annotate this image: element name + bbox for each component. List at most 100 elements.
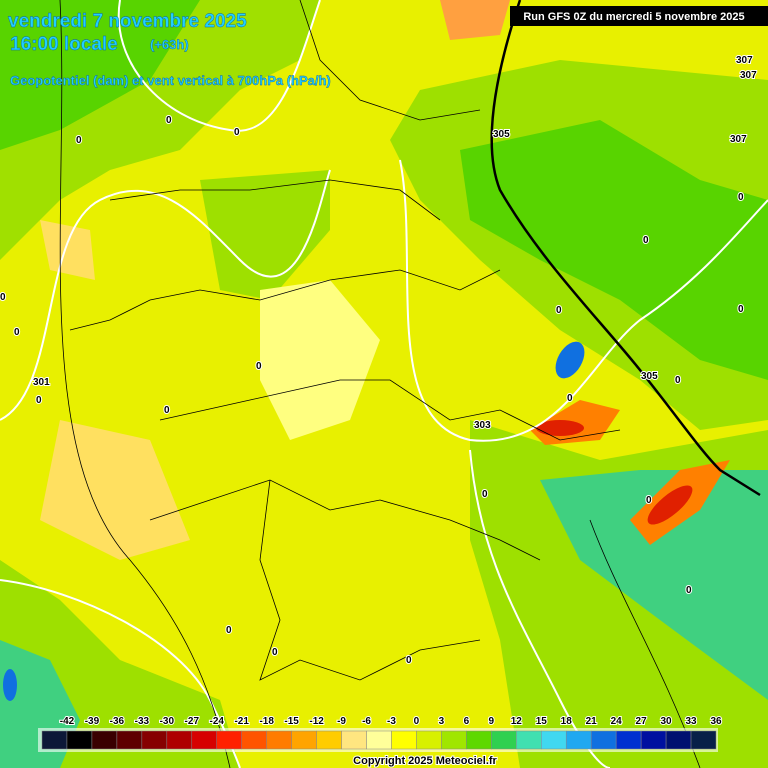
- border-line: [159, 379, 621, 441]
- contour-label: 0: [406, 655, 412, 666]
- contour-label: 301: [33, 377, 50, 388]
- contour-label: 0: [272, 647, 278, 658]
- legend-label: -6: [362, 716, 371, 727]
- field-area: [540, 470, 768, 700]
- run-info: Run GFS 0Z du mercredi 5 novembre 2025: [523, 11, 744, 23]
- contour-label: 0: [226, 625, 232, 636]
- legend-label: -42: [60, 716, 75, 727]
- contour-label: 0: [738, 192, 744, 203]
- contour-label: 0: [36, 395, 42, 406]
- legend-label: 33: [685, 716, 697, 727]
- legend-label: 24: [611, 716, 623, 727]
- legend-swatch: [241, 730, 267, 750]
- contour-line: [0, 169, 331, 421]
- borders: [59, 0, 701, 768]
- legend-swatch: [216, 730, 242, 750]
- legend-label: 9: [489, 716, 495, 727]
- legend-swatch: [416, 730, 442, 750]
- legend-label: -12: [309, 716, 324, 727]
- run-box: [510, 6, 768, 26]
- contour-label: 0: [14, 327, 20, 338]
- legend-swatch: [116, 730, 143, 750]
- contour-label: 0: [675, 375, 681, 386]
- legend-swatch: [690, 730, 717, 750]
- legend-label: -9: [337, 716, 346, 727]
- border-line: [109, 179, 441, 221]
- legend-swatch: [541, 730, 567, 750]
- legend-label: 12: [511, 716, 523, 727]
- legend-swatch: [441, 730, 467, 750]
- field-area: [440, 0, 510, 40]
- border-line: [59, 0, 231, 768]
- legend-swatch: [316, 730, 342, 750]
- contour-label: 307: [740, 70, 757, 81]
- legend-label: 30: [661, 716, 673, 727]
- contour-label: 305: [493, 129, 510, 140]
- legend-label: -18: [259, 716, 274, 727]
- contour-label: 0: [164, 405, 170, 416]
- contour-label: 0: [166, 115, 172, 126]
- legend-swatch: [590, 730, 617, 750]
- legend-label: 21: [586, 716, 598, 727]
- legend-swatch: [366, 730, 392, 750]
- date-title: vendredi 7 novembre 2025: [8, 11, 247, 32]
- field-area: [0, 0, 200, 150]
- contour-label: 0: [646, 495, 652, 506]
- time-title: 16:00 locale: [10, 34, 118, 55]
- legend-label: -24: [210, 716, 225, 727]
- isohypse: [490, 0, 761, 497]
- legend-label: 36: [710, 716, 722, 727]
- field-area: [40, 220, 95, 280]
- subtitle: Geopotentiel (dam) et vent vertical à 70…: [10, 73, 331, 88]
- field-area: [260, 280, 380, 440]
- legend-label: -39: [85, 716, 100, 727]
- border-line: [69, 269, 501, 331]
- legend-label: -15: [284, 716, 299, 727]
- legend-label: -27: [185, 716, 200, 727]
- legend-label: 6: [464, 716, 470, 727]
- contour-line: [469, 449, 611, 768]
- legend-swatch: [141, 730, 168, 750]
- contour-label: 0: [686, 585, 692, 596]
- legend-swatch: [516, 730, 542, 750]
- legend-swatch: [615, 730, 642, 750]
- legend-swatch: [665, 730, 692, 750]
- field-area: [40, 420, 190, 560]
- contour-label: 0: [567, 393, 573, 404]
- contour-line: [117, 0, 321, 132]
- legend: -42 -39 -36 -33 -30 -27 -24 -21 -18 -15 -12 -9 -6 -3 0…: [41, 715, 723, 750]
- legend-swatch: [266, 730, 292, 750]
- legend-swatch: [565, 730, 592, 750]
- contour-label: 0: [0, 292, 6, 303]
- legend-swatch: [41, 730, 68, 750]
- contour-label: 0: [482, 489, 488, 500]
- legend-swatch: [66, 730, 93, 750]
- legend-swatch: [391, 730, 417, 750]
- legend-label: 3: [439, 716, 445, 727]
- legend-swatch: [640, 730, 667, 750]
- border-line: [259, 479, 481, 681]
- contour-label: 0: [556, 305, 562, 316]
- legend-swatch: [291, 730, 317, 750]
- field-area: [536, 420, 584, 436]
- legend-swatch: [341, 730, 367, 750]
- contour-line: [0, 579, 241, 768]
- contour-label: 305: [641, 371, 658, 382]
- legend-label: -21: [234, 716, 249, 727]
- contour-label: 0: [738, 304, 744, 315]
- field-area: [460, 120, 768, 380]
- field-area: [3, 669, 17, 701]
- contour-line: [399, 159, 768, 442]
- field-area: [555, 341, 585, 379]
- field-area: [647, 485, 693, 525]
- contour-label: 0: [256, 361, 262, 372]
- legend-swatch: [466, 730, 492, 750]
- contour-label: 303: [474, 420, 491, 431]
- legend-label: 0: [414, 716, 420, 727]
- legend-label: 15: [536, 716, 548, 727]
- legend-label: 27: [636, 716, 648, 727]
- contour-labels: 0 0 0 0 0 0 0 0 0 0 0 0 0 0 0 0 0 0 0 0 305 305 303 307 307 307 30…: [0, 54, 758, 667]
